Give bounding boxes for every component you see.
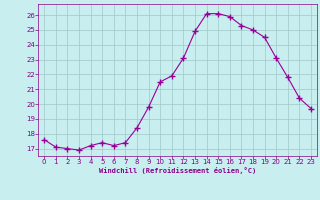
- X-axis label: Windchill (Refroidissement éolien,°C): Windchill (Refroidissement éolien,°C): [99, 167, 256, 174]
